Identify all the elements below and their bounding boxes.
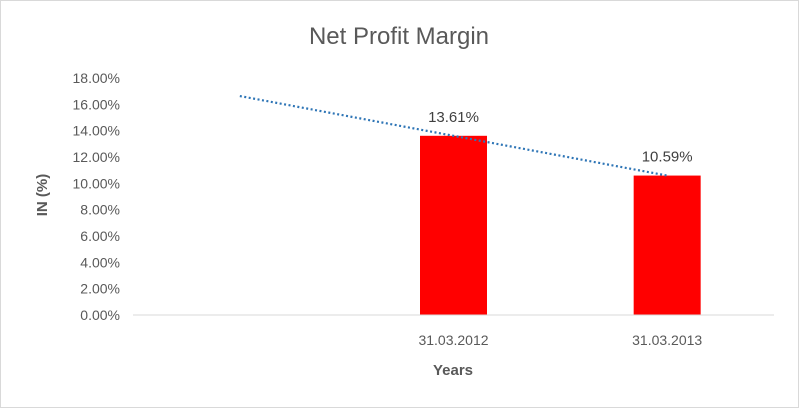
y-tick-label: 6.00% <box>80 228 120 244</box>
bar-31.03.2013 <box>633 175 701 315</box>
y-tick-label: 18.00% <box>73 70 120 86</box>
x-axis-title: Years <box>433 362 473 379</box>
y-tick-label: 8.00% <box>80 202 120 218</box>
y-tick-label: 2.00% <box>80 281 120 297</box>
y-tick-label: 12.00% <box>73 149 120 165</box>
data-label: 13.61% <box>428 109 479 126</box>
plot-area: 0.00% 2.00% 4.00% 6.00% 8.00% 10.00% 12.00% 14.… <box>73 70 774 348</box>
x-tick-label: 31.03.2012 <box>418 332 488 348</box>
y-tick-label: 4.00% <box>80 254 120 270</box>
y-tick-label: 16.00% <box>73 96 120 112</box>
data-label: 10.59% <box>642 149 693 166</box>
y-tick-label: 10.00% <box>73 175 120 191</box>
chart-title: Net Profit Margin <box>309 23 489 50</box>
y-axis-title: IN (%) <box>34 174 51 217</box>
y-tick-label: 0.00% <box>80 307 120 323</box>
bar-31.03.2012 <box>420 135 487 315</box>
y-tick-label: 14.00% <box>73 123 120 139</box>
trendline <box>239 94 668 177</box>
x-tick-label: 31.03.2013 <box>632 332 702 348</box>
